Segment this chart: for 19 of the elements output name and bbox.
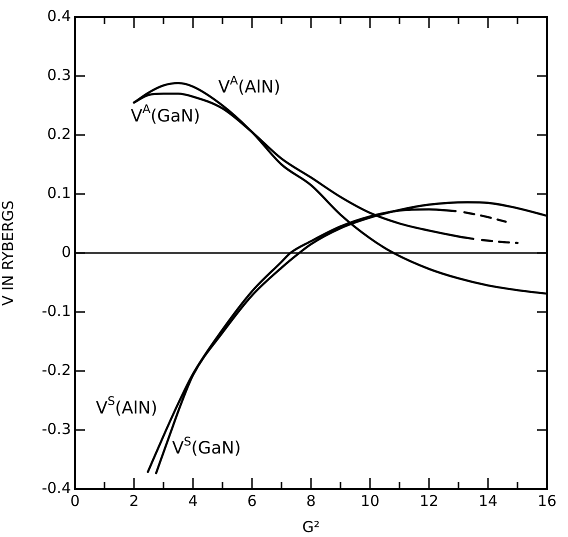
y-tick-label: -0.4 (42, 478, 71, 497)
y-tick-label: 0 (61, 242, 71, 261)
x-tick-label: 10 (360, 492, 380, 510)
y-tick-label: -0.1 (42, 302, 71, 320)
x-tick-label: 4 (188, 492, 198, 510)
y-axis-title: V IN RYBERGS (0, 200, 17, 306)
x-tick-label: 16 (537, 492, 557, 510)
x-axis-title: G² (302, 518, 320, 536)
y-tick-label: 0.1 (47, 184, 71, 202)
x-tick-label: 8 (306, 492, 316, 510)
x-tick-label: 2 (129, 492, 139, 510)
x-tick-label: 6 (247, 492, 257, 510)
y-tick-label: -0.3 (42, 420, 71, 438)
y-tick-label: -0.2 (42, 360, 71, 379)
y-tick-label: 0.2 (47, 124, 71, 143)
y-tick-label: 0.4 (47, 6, 71, 25)
x-tick-label: 12 (419, 492, 439, 510)
x-tick-label: 14 (478, 492, 498, 510)
y-tick-label: 0.3 (47, 66, 71, 84)
